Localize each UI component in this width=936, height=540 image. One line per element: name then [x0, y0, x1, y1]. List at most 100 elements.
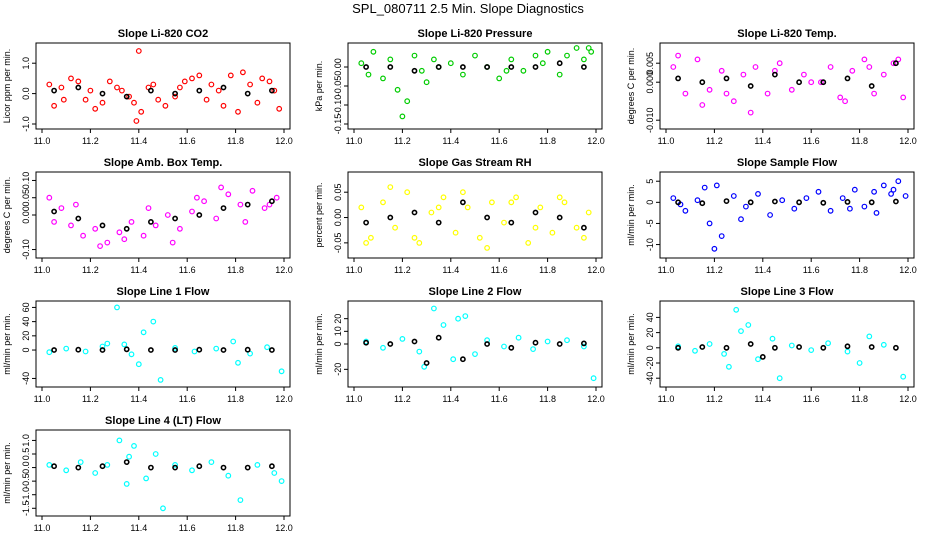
data-point-slope	[133, 118, 140, 124]
data-point-slope	[801, 71, 807, 78]
plot-frame	[659, 42, 915, 130]
data-point-slope	[365, 71, 372, 78]
data-point-slope	[220, 102, 227, 109]
data-point-slope	[738, 328, 744, 335]
x-tick-label: 11.4	[130, 265, 147, 275]
x-tick-label: 11.2	[82, 136, 99, 146]
data-point-slope	[150, 81, 157, 88]
data-point-slope	[172, 462, 179, 468]
data-point-slope	[46, 462, 53, 468]
data-point-mean	[435, 64, 442, 70]
data-point-slope	[808, 79, 815, 86]
data-point-slope	[123, 481, 130, 487]
data-point-slope	[399, 113, 406, 120]
data-point-slope	[849, 67, 856, 74]
data-point-slope	[837, 94, 844, 101]
x-tick-label: 11.0	[34, 136, 51, 146]
data-point-slope	[706, 341, 713, 347]
x-tick-label: 11.4	[442, 265, 459, 275]
plot-frame	[35, 42, 291, 130]
data-point-slope	[157, 377, 164, 383]
data-point-mean	[699, 200, 706, 207]
x-tick-label: 12.0	[275, 265, 293, 275]
data-point-mean	[147, 87, 154, 94]
data-point-slope	[131, 99, 137, 106]
plot-frame	[347, 42, 603, 130]
data-point-mean	[411, 338, 418, 345]
data-point-slope	[733, 306, 740, 313]
data-point-mean	[196, 212, 203, 218]
data-point-slope	[460, 189, 466, 196]
data-point-mean	[893, 344, 899, 351]
x-tick-label: 11.8	[539, 136, 556, 146]
data-point-slope	[128, 218, 135, 225]
data-point-slope	[721, 351, 727, 357]
data-point-mean	[747, 83, 754, 89]
data-point-slope	[682, 207, 689, 214]
x-tick-label: 12.0	[899, 394, 917, 404]
data-point-slope	[225, 472, 232, 479]
y-tick-label: -0.010	[645, 107, 655, 133]
chart-panel-8: Slope Line 2 Flow ml/min per min. 11.0 11.2…	[314, 286, 605, 404]
data-point-mean	[411, 209, 418, 216]
data-point-slope	[235, 359, 241, 366]
data-point-slope	[271, 470, 278, 476]
data-point-slope	[842, 98, 848, 105]
data-point-mean	[796, 344, 802, 350]
data-point-slope	[358, 204, 365, 211]
y-tick-label: 40	[645, 312, 655, 322]
data-point-mean	[484, 214, 490, 221]
data-point-slope	[718, 233, 725, 240]
data-point-slope	[888, 190, 894, 197]
data-point-slope	[815, 188, 822, 195]
data-point-slope	[489, 199, 495, 206]
data-point-mean	[820, 344, 827, 351]
y-tick-label: 0	[645, 345, 655, 350]
data-point-slope	[880, 341, 887, 348]
data-point-slope	[723, 90, 730, 97]
chart-title: Slope Line 3 Flow	[741, 286, 834, 298]
data-point-slope	[99, 99, 106, 106]
data-point-slope	[114, 84, 120, 91]
data-point-slope	[261, 205, 268, 212]
data-point-mean	[868, 83, 875, 89]
data-point-slope	[128, 351, 135, 358]
data-point-slope	[711, 245, 718, 252]
data-point-mean	[508, 219, 515, 226]
data-point-slope	[276, 105, 283, 112]
data-point-mean	[51, 463, 57, 470]
y-tick-label: 0.00	[333, 58, 343, 76]
chart-panel-3: Slope Li-820 Temp. degrees C per min. 11.0…	[626, 28, 917, 146]
data-point-slope	[106, 78, 113, 85]
data-point-slope	[196, 72, 203, 79]
chart-title: Slope Line 4 (LT) Flow	[105, 415, 221, 427]
data-point-slope	[114, 304, 120, 311]
x-tick-label: 11.8	[539, 394, 556, 404]
x-tick-label: 11.6	[179, 136, 196, 146]
data-point-slope	[387, 184, 394, 191]
data-point-mean	[123, 459, 130, 465]
y-tick-label: 40	[21, 317, 31, 327]
data-point-slope	[92, 470, 99, 476]
data-point-slope	[484, 244, 491, 251]
plot-frame	[347, 171, 603, 259]
data-point-slope	[143, 475, 150, 482]
data-point-slope	[450, 356, 457, 363]
data-point-slope	[51, 218, 57, 225]
data-point-slope	[278, 368, 285, 375]
data-point-mean	[220, 84, 227, 91]
chart-panel-6: Slope Sample Flow ml/min per min. 11.0 11.2…	[626, 157, 917, 275]
y-tick-label: 0.00	[333, 209, 343, 227]
data-point-mean	[75, 346, 82, 353]
x-tick-label: 11.2	[82, 394, 99, 404]
x-tick-label: 11.0	[658, 136, 675, 146]
data-point-slope	[155, 96, 162, 103]
data-point-slope	[670, 195, 677, 202]
data-point-slope	[82, 348, 89, 355]
y-axis-label: ml/min per min.	[2, 313, 12, 375]
data-point-mean	[75, 84, 82, 91]
data-point-mean	[387, 214, 394, 221]
data-point-slope	[670, 64, 677, 70]
data-point-slope	[740, 71, 747, 78]
data-point-mean	[820, 79, 827, 86]
